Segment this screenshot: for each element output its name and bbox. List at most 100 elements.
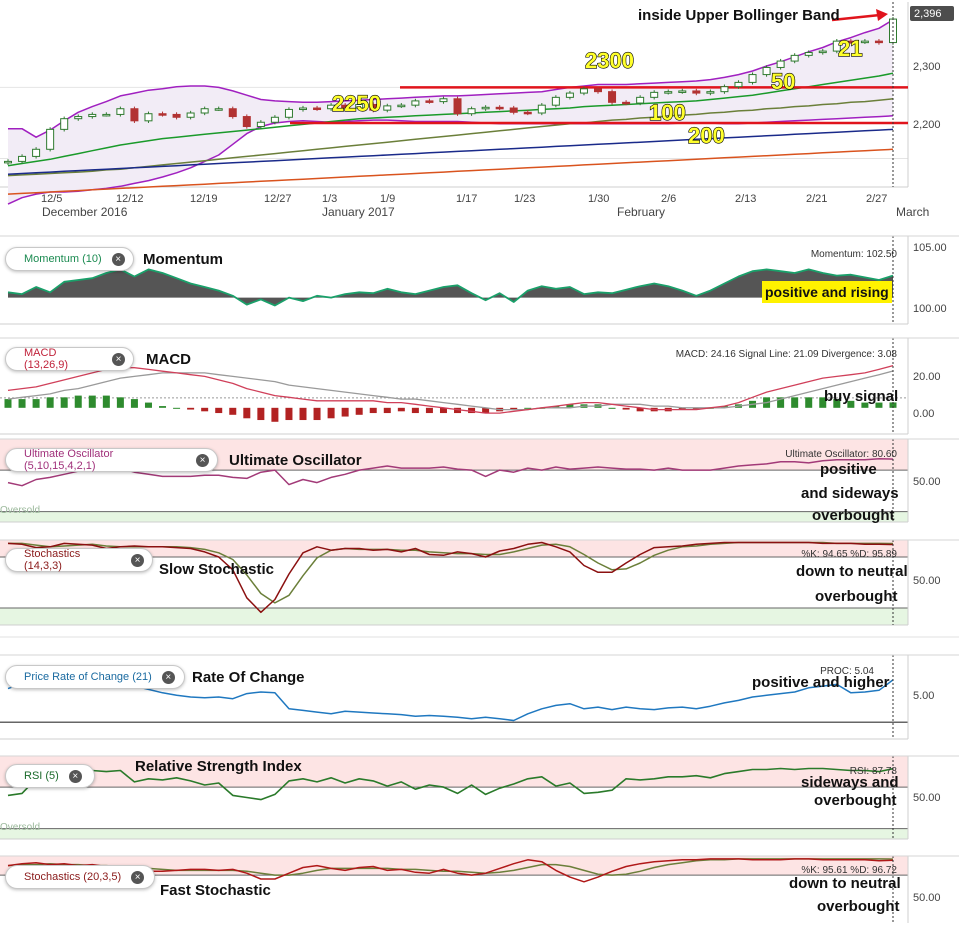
legend-rate-of-change[interactable]: Price Rate of Change (21) × (5, 665, 185, 689)
macd-histogram-bar (425, 407, 433, 414)
month-march: March (896, 205, 929, 219)
candle-body (327, 104, 336, 110)
candle-body (608, 91, 617, 103)
legend-momentum[interactable]: Momentum (10) × (5, 247, 134, 271)
close-icon[interactable]: × (131, 553, 144, 567)
close-icon[interactable]: × (112, 352, 125, 366)
macd-histogram-bar (720, 406, 728, 408)
macd-histogram-bar (144, 402, 152, 408)
macd-histogram-bar (454, 407, 462, 414)
macd-histogram-bar (889, 402, 897, 408)
macd-histogram-bar (552, 406, 560, 408)
macd-histogram-bar (622, 407, 630, 410)
close-icon[interactable]: × (68, 769, 82, 783)
macd-ytick-0: 0.00 (913, 408, 934, 420)
candle-body (509, 107, 518, 113)
macd-histogram-bar (130, 399, 138, 408)
legend-macd-label: MACD (13,26,9) (24, 347, 69, 371)
uo-note-3: overbought (812, 507, 895, 524)
candle-body (425, 100, 434, 103)
uo-note-2: and sideways (801, 485, 899, 502)
xtick-1-9: 1/9 (380, 193, 395, 205)
roc-readout: PROC: 5.04 (820, 666, 874, 677)
close-icon[interactable]: × (161, 670, 175, 684)
candle-body (228, 108, 237, 118)
bollinger-arrow-shaft (831, 13, 881, 22)
candle-body (214, 108, 223, 111)
uo-annotation: Ultimate Oscillator (229, 452, 362, 469)
macd-histogram-bar (341, 407, 349, 417)
xtick-12-12: 12/12 (116, 193, 144, 205)
legend-uo-label: Ultimate Oscillator (5,10,15,4,2,1) (24, 448, 114, 472)
candle-body (495, 106, 504, 110)
uo-readout: Ultimate Oscillator: 80.60 (785, 449, 897, 460)
candle-body (46, 128, 55, 150)
legend-ultimate-oscillator[interactable]: Ultimate Oscillator (5,10,15,4,2,1) × (5, 448, 218, 472)
macd-histogram-bar (411, 407, 419, 414)
candle-body (594, 88, 602, 93)
legend-fast-stochastics[interactable]: Stochastics (20,3,5) × (5, 865, 155, 889)
close-icon[interactable]: × (111, 252, 125, 266)
candle-body (481, 106, 490, 110)
close-icon[interactable]: × (131, 870, 145, 884)
ma50-line (7, 98, 894, 177)
roc-ytick-5: 5.00 (913, 690, 934, 702)
candle-body (860, 40, 869, 44)
ma100-line (7, 128, 894, 175)
ma21-line (7, 72, 894, 167)
close-icon[interactable]: × (196, 453, 209, 467)
candle-body (523, 111, 532, 115)
macd-histogram-bar (791, 397, 799, 408)
macd-histogram-bar (313, 407, 321, 421)
xtick-1-23: 1/23 (514, 193, 535, 205)
candle-body (762, 66, 771, 76)
macd-histogram-bar (285, 407, 293, 421)
momentum-ytick-105: 105.00 (913, 242, 947, 254)
price-ytick-2300: 2,300 (913, 61, 941, 73)
legend-slow-stochastics[interactable]: Stochastics (14,3,3) × (5, 548, 153, 572)
faststoch-annotation: Fast Stochastic (160, 882, 271, 899)
candle-body (383, 105, 392, 111)
faststoch-readout: %K: 95.61 %D: 96.72 (801, 865, 897, 876)
candle-body (242, 116, 251, 128)
candle-body (313, 107, 322, 111)
macd-histogram-bar (566, 404, 574, 408)
xtick-1-17: 1/17 (456, 193, 477, 205)
uo-line (7, 457, 894, 487)
candle-body (32, 148, 41, 157)
legend-macd[interactable]: MACD (13,26,9) × (5, 347, 134, 371)
macd-histogram-bar (482, 407, 490, 414)
annotation-ma100: 100 (649, 100, 686, 125)
candle-body (551, 96, 560, 106)
macd-histogram-bar (32, 399, 40, 408)
macd-histogram-bar (833, 399, 841, 408)
macd-histogram-bar (60, 397, 68, 408)
candle-body (186, 112, 195, 118)
macd-histogram-bar (201, 407, 209, 412)
momentum-annotation: Momentum (143, 251, 223, 268)
candle-body (776, 60, 785, 68)
legend-rsi[interactable]: RSI (5) × (5, 764, 95, 788)
faststoch-note-1: down to neutral (789, 875, 901, 892)
candle-body (706, 91, 715, 94)
candle-body (369, 103, 378, 111)
macd-histogram-bar (299, 407, 307, 421)
candle-body (60, 118, 69, 130)
slowstoch-k-line (7, 541, 894, 614)
month-jan-2017: January 2017 (322, 205, 395, 219)
macd-histogram-bar (369, 407, 377, 414)
candle-body (88, 113, 97, 118)
macd-histogram-bar (18, 399, 26, 408)
candle-body (130, 108, 139, 122)
candle-body (116, 108, 125, 115)
faststoch-note-2: overbought (817, 898, 900, 915)
roc-note: positive and higher (752, 674, 890, 691)
rsi-ytick-50: 50.00 (913, 792, 941, 804)
macd-line (7, 364, 894, 414)
macd-histogram-bar (327, 407, 335, 419)
macd-signal-line (7, 370, 894, 411)
macd-histogram-bar (159, 406, 167, 408)
bollinger-arrow-head (876, 9, 888, 21)
uo-ytick-50: 50.00 (913, 476, 941, 488)
macd-histogram-bar (187, 407, 195, 410)
